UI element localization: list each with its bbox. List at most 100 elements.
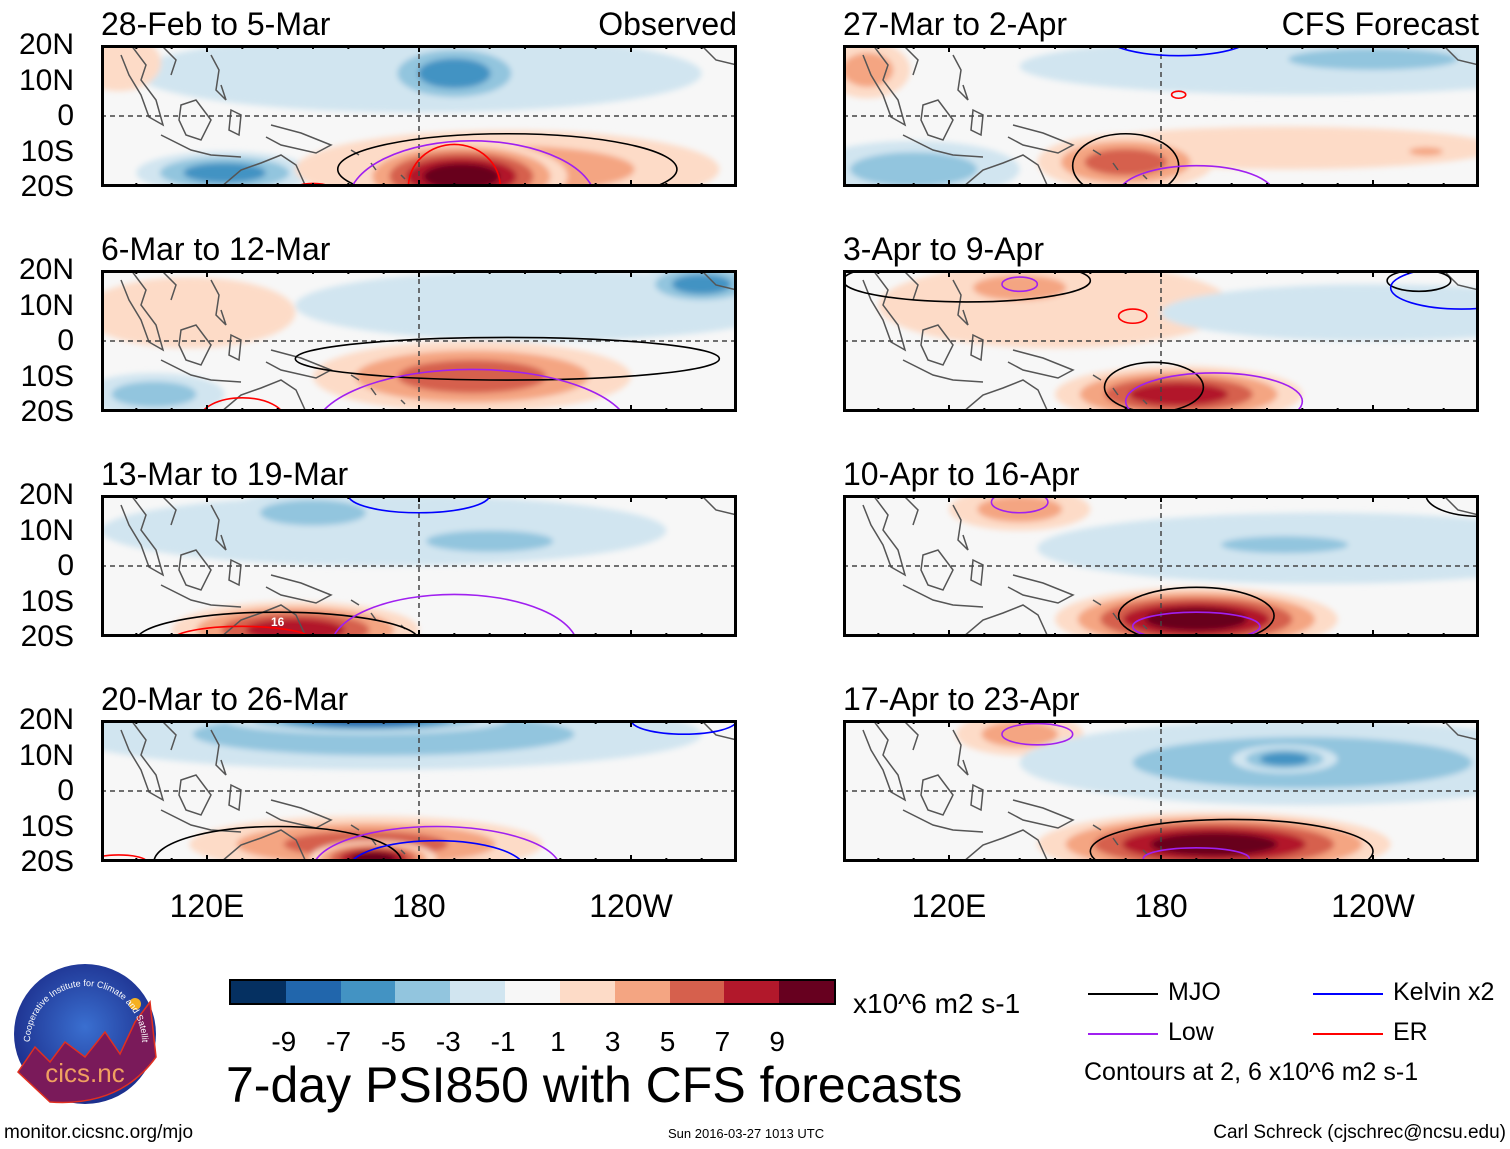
logo-text: cics.nc xyxy=(45,1058,124,1088)
contour-low xyxy=(332,593,577,637)
anomaly-blob xyxy=(426,530,554,552)
lat-label: 20S xyxy=(20,170,74,203)
lat-label: 10S xyxy=(20,809,74,843)
panel-title: 10-Apr to 16-Apr xyxy=(843,456,1080,492)
panel-title: 20-Mar to 26-Mar xyxy=(101,681,349,717)
contour-low xyxy=(1142,847,1251,862)
contour-mjo xyxy=(136,611,419,637)
anomaly-fill xyxy=(101,270,737,412)
coastline xyxy=(862,270,1479,412)
legend-line-low xyxy=(1088,1033,1158,1035)
map-content xyxy=(843,45,1479,187)
lat-label: 10S xyxy=(20,134,74,168)
contour-kelvin xyxy=(1389,270,1479,310)
anomaly-blob xyxy=(850,152,978,187)
anomaly-blob xyxy=(1150,832,1278,856)
panel-title: 6-Mar to 12-Mar xyxy=(101,231,331,267)
contour-er xyxy=(407,143,502,187)
panel-title: 17-Apr to 23-Apr xyxy=(843,681,1080,717)
map-content xyxy=(101,270,737,412)
panel-title: 3-Apr to 9-Apr xyxy=(843,231,1044,267)
contour-er xyxy=(172,625,312,637)
panel-title: 13-Mar to 19-Mar xyxy=(101,456,349,492)
map-content xyxy=(101,45,737,187)
lat-label: 20S xyxy=(20,620,74,653)
contour-kelvin xyxy=(630,720,737,735)
lon-label: 120E xyxy=(169,888,245,924)
lat-label: 20N xyxy=(18,703,74,736)
anomaly-blob xyxy=(1129,382,1229,406)
legend-line-er xyxy=(1313,1033,1383,1035)
lat-label: 20S xyxy=(20,395,74,428)
colorbar-label: 3 xyxy=(604,1026,621,1057)
colorbar-swatch xyxy=(559,981,616,1003)
legend-label: ER xyxy=(1393,1018,1428,1046)
lon-label: 120W xyxy=(1331,888,1415,924)
anomaly-blob xyxy=(1288,48,1458,70)
anomaly-blob xyxy=(1259,752,1310,766)
anomaly-blob xyxy=(111,381,197,408)
colorbar-swatch xyxy=(395,981,452,1003)
contour-low xyxy=(1120,164,1273,187)
colorbar-label: -1 xyxy=(490,1026,516,1057)
map-content xyxy=(843,270,1479,412)
contour-er xyxy=(1117,308,1148,325)
figure-title: 7-day PSI850 with CFS forecasts xyxy=(226,1057,963,1113)
anomaly-blob xyxy=(418,58,491,89)
anomaly-blob xyxy=(981,721,1058,747)
map-panel xyxy=(843,495,1479,637)
lat-label: 10S xyxy=(20,359,74,393)
contour-low xyxy=(1124,372,1304,412)
coastline xyxy=(862,720,1479,862)
lat-label: 0 xyxy=(57,99,74,132)
anomaly-blob xyxy=(973,274,1067,301)
contours-note: Contours at 2, 6 x10^6 m2 s-1 xyxy=(1084,1058,1419,1086)
lat-label: 20S xyxy=(20,845,74,878)
anomaly-blob xyxy=(101,277,296,349)
colorbar-swatch xyxy=(231,981,287,1003)
anomaly-blob xyxy=(295,270,737,341)
lat-label: 10N xyxy=(18,63,74,97)
lat-label: 0 xyxy=(57,324,74,357)
coastline xyxy=(120,45,737,187)
contour-mjo xyxy=(336,132,678,187)
map-panel xyxy=(843,45,1479,187)
lat-label: 10N xyxy=(18,513,74,547)
lon-label: 180 xyxy=(392,888,446,924)
map-panel xyxy=(843,270,1479,412)
colorbar-label: 5 xyxy=(659,1026,676,1057)
contour-low xyxy=(1131,611,1261,637)
map-panel xyxy=(101,270,737,412)
legend-label: MJO xyxy=(1168,978,1221,1006)
colorbar-swatch xyxy=(285,981,342,1003)
lat-label: 0 xyxy=(57,774,74,807)
colorbar-units: x10^6 m2 s-1 xyxy=(853,988,1021,1019)
lat-label: 10S xyxy=(20,584,74,618)
contour-mjo xyxy=(1089,818,1374,862)
logo-mountains xyxy=(17,1000,157,1104)
anomaly-blob xyxy=(1409,147,1443,156)
map-panel xyxy=(843,720,1479,862)
coastline xyxy=(862,495,1479,637)
colorbar-swatch xyxy=(779,981,835,1003)
contour-kelvin xyxy=(350,839,524,862)
colorbar-label: -5 xyxy=(381,1026,406,1057)
map-content xyxy=(101,495,737,637)
lat-label: 10N xyxy=(18,738,74,772)
anomaly-blob xyxy=(101,45,162,92)
colorbar-label: -7 xyxy=(326,1026,352,1057)
colorbar-label: -3 xyxy=(435,1026,461,1057)
lat-label: 20N xyxy=(18,28,74,61)
anomaly-blob xyxy=(671,274,732,295)
lon-label: 120E xyxy=(911,888,987,924)
contour-low xyxy=(350,140,594,187)
map-panel xyxy=(101,495,737,637)
anomaly-blob xyxy=(397,359,547,394)
anomaly-fill xyxy=(101,45,720,187)
coastline xyxy=(862,45,1479,187)
colorbar xyxy=(229,979,836,1005)
lon-label: 120W xyxy=(589,888,673,924)
contour-low xyxy=(313,825,560,862)
contour-er xyxy=(1170,90,1187,100)
map-content xyxy=(843,720,1479,862)
